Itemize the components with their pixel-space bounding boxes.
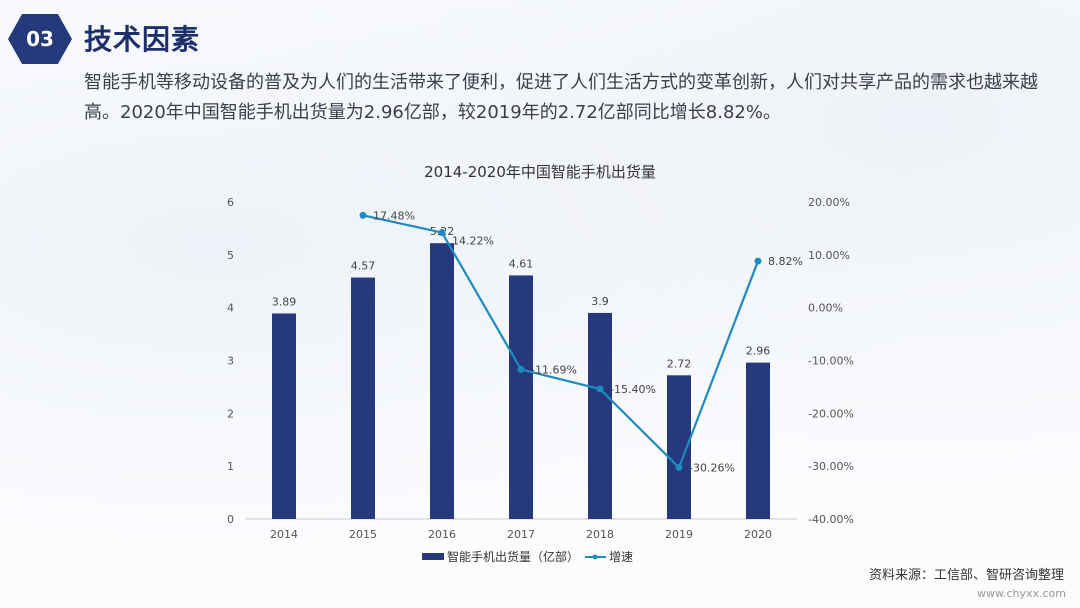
growth-point	[517, 365, 525, 373]
legend-line-marker	[592, 554, 598, 560]
growth-point	[438, 229, 446, 237]
left-tick-label: 5	[227, 249, 234, 262]
right-tick-label: 0.00%	[808, 302, 843, 315]
growth-label: -15.40%	[610, 383, 656, 396]
bar	[509, 275, 533, 519]
bar	[430, 243, 454, 519]
bar	[588, 312, 612, 519]
growth-point	[596, 385, 604, 393]
right-tick-label: -10.00%	[808, 355, 854, 368]
bar	[746, 362, 770, 519]
right-tick-label: 10.00%	[808, 249, 850, 262]
growth-point	[675, 464, 683, 472]
right-tick-label: -30.00%	[808, 460, 854, 473]
bar-label: 4.57	[351, 260, 376, 273]
bar-label: 4.61	[509, 257, 534, 270]
left-tick-label: 2	[227, 407, 234, 420]
right-tick-label: -40.00%	[808, 513, 854, 526]
x-tick-label: 2020	[744, 528, 772, 541]
page-title: 技术因素	[84, 23, 201, 56]
growth-label: 14.22%	[452, 235, 494, 248]
bar-label: 3.89	[272, 295, 297, 308]
bar-label: 2.72	[667, 357, 692, 370]
growth-line	[362, 214, 760, 470]
x-tick-label: 2018	[586, 528, 614, 541]
legend-line-label: 增速	[609, 550, 633, 564]
legend-bar-swatch	[422, 553, 444, 560]
growth-label: 17.48%	[373, 209, 415, 222]
bar-label: 3.9	[591, 295, 609, 308]
watermark: www.chyxx.com	[976, 587, 1066, 600]
left-tick-label: 4	[227, 302, 234, 315]
chart-title: 2014-2020年中国智能手机出货量	[424, 163, 656, 181]
source-note: 资料来源：工信部、智研咨询整理	[868, 568, 1064, 583]
description: 智能手机等移动设备的普及为人们的生活带来了便利，促进了人们生活方式的变革创新，人…	[84, 72, 1038, 123]
x-tick-label: 2014	[270, 528, 298, 541]
x-tick-label: 2019	[665, 528, 693, 541]
growth-point	[359, 211, 367, 219]
right-tick-label: 20.00%	[808, 196, 850, 209]
legend-bar-label: 智能手机出货量（亿部）	[447, 549, 579, 564]
growth-point	[754, 257, 762, 265]
x-tick-label: 2016	[428, 528, 456, 541]
left-tick-label: 6	[227, 196, 234, 209]
growth-label: 8.82%	[768, 255, 803, 268]
growth-label: -11.69%	[531, 363, 577, 376]
left-tick-label: 1	[227, 460, 234, 473]
x-tick-label: 2015	[349, 528, 377, 541]
section-number-badge: 03	[8, 14, 72, 64]
bar	[272, 313, 296, 519]
left-tick-label: 0	[227, 513, 234, 526]
growth-label: -30.26%	[689, 462, 735, 475]
bar	[351, 277, 375, 519]
left-tick-label: 3	[227, 355, 234, 368]
bar-label: 2.96	[746, 345, 771, 358]
right-tick-label: -20.00%	[808, 407, 854, 420]
x-tick-label: 2017	[507, 528, 535, 541]
